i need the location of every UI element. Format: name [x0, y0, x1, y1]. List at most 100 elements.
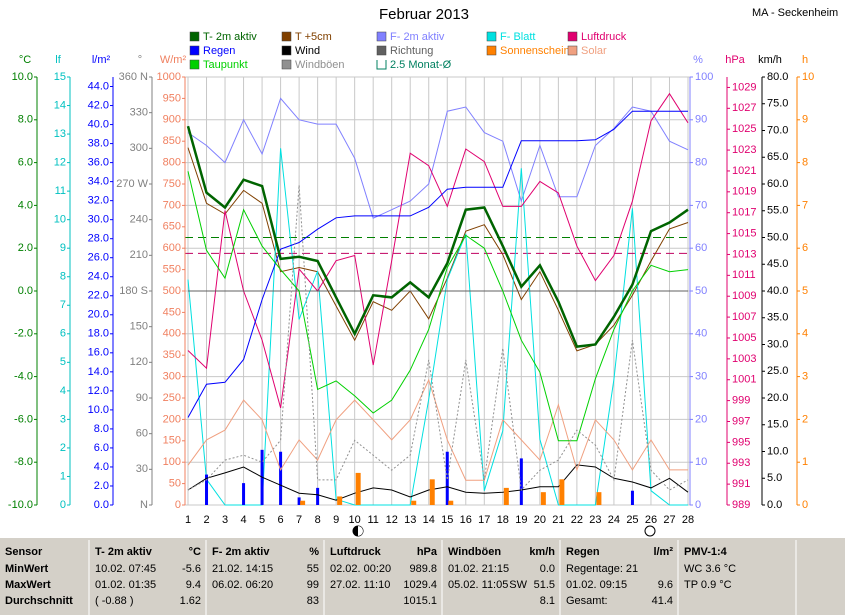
y-tick-label: 10.0	[12, 71, 33, 83]
x-tick-label: 2	[203, 514, 209, 526]
y-tick-label: 90	[136, 392, 148, 404]
y-tick-label: 14.0	[88, 366, 109, 378]
y-tick-label: 20.0	[767, 392, 788, 404]
sunshine-bar	[540, 492, 546, 505]
legend-label: T- 2m aktiv	[203, 31, 257, 43]
y-tick-label: 45.0	[767, 258, 788, 270]
y-tick-label: 60.0	[767, 178, 788, 190]
table-cell: SW	[509, 579, 527, 591]
x-tick-label: 22	[571, 514, 583, 526]
y-tick-label: 0	[802, 499, 808, 511]
y-tick-label: 90	[695, 114, 707, 126]
y-tick-label: 24.0	[88, 271, 109, 283]
y-tick-label: 40.0	[767, 285, 788, 297]
y-tick-label: 18.0	[88, 328, 109, 340]
y-tick-label: 650	[163, 221, 181, 233]
table-cell: 9.6	[658, 579, 673, 591]
plot	[185, 92, 690, 506]
sunshine-bar	[411, 500, 417, 505]
y-tick-label: 2	[60, 442, 66, 454]
table-unit: %	[309, 546, 319, 558]
table-cell: 01.02. 09:15	[566, 579, 627, 591]
y-tick-label: 80	[695, 157, 707, 169]
table-cell: 01.02. 01:35	[95, 579, 156, 591]
y-tick-label: 995	[732, 436, 750, 448]
axis-unit: °C	[19, 54, 31, 66]
sunshine-bar	[596, 492, 602, 505]
y-tick-label: 50	[695, 285, 707, 297]
legend-swatch	[189, 31, 200, 42]
x-tick-label: 27	[663, 514, 675, 526]
series-line	[187, 171, 689, 442]
legend-swatch	[281, 45, 292, 56]
table-cell: 1015.1	[403, 595, 437, 607]
y-tick-label: N	[140, 499, 148, 511]
y-tick-label: 10.0	[88, 404, 109, 416]
rain-bar	[279, 451, 283, 505]
table-header: PMV-1:4	[684, 546, 728, 558]
y-tick-label: 26.0	[88, 252, 109, 264]
y-tick-label: 1011	[732, 269, 756, 281]
legend-swatch	[376, 45, 387, 56]
sunshine-bar	[300, 500, 306, 505]
y-tick-label: 360 N	[119, 71, 148, 83]
table-cell: 9.4	[186, 579, 201, 591]
y-tick-label: 80.0	[767, 71, 788, 83]
table-unit: °C	[189, 546, 201, 558]
x-tick-label: 23	[589, 514, 601, 526]
y-tick-label: 500	[163, 285, 181, 297]
y-tick-label: 350	[163, 349, 181, 361]
x-tick-label: 10	[349, 514, 361, 526]
legend-label: 2.5 Monat-Ø	[390, 59, 452, 71]
table-cell: Durchschnitt	[5, 595, 73, 607]
y-tick-label: 2.0	[94, 480, 109, 492]
axis-unit: W/m²	[160, 54, 187, 66]
y-tick-label: 10	[54, 214, 66, 226]
y-tick-label: 750	[163, 178, 181, 190]
table-cell: ( -0.88 )	[95, 595, 134, 607]
series-line	[187, 464, 689, 501]
table-cell: 27.02. 11:10	[330, 579, 390, 591]
y-tick-label: 997	[732, 415, 750, 427]
full-moon-icon	[644, 525, 656, 537]
y-tick-label: 7	[802, 199, 808, 211]
legend-swatch	[486, 45, 497, 56]
legend-label: F- Blatt	[500, 31, 535, 43]
table-cell: -5.6	[182, 563, 201, 575]
y-tick-label: 1001	[732, 374, 756, 386]
x-tick-label: 5	[259, 514, 265, 526]
y-tick-label: -8.0	[14, 456, 33, 468]
y-tick-label: 1007	[732, 311, 756, 323]
y-tick-label: 10	[695, 456, 707, 468]
y-tick-label: 270 W	[116, 178, 148, 190]
y-tick-label: 240	[130, 214, 148, 226]
table-header: Regen	[566, 546, 600, 558]
rain-bar	[630, 490, 634, 505]
y-tick-label: 30.0	[88, 214, 109, 226]
y-tick-label: -4.0	[14, 371, 33, 383]
x-tick-label: 16	[460, 514, 472, 526]
y-tick-label: 28.0	[88, 233, 109, 245]
rain-bar	[242, 483, 246, 505]
y-tick-label: 1017	[732, 207, 756, 219]
legend-label: Luftdruck	[581, 31, 627, 43]
y-tick-label: 989	[732, 499, 750, 511]
legend-label: Sonnenschein	[500, 45, 570, 57]
y-tick-label: 6	[60, 328, 66, 340]
legend-label: Windböen	[295, 59, 345, 71]
y-tick-label: 1009	[732, 290, 756, 302]
y-tick-label: 450	[163, 306, 181, 318]
y-tick-label: 22.0	[88, 290, 109, 302]
x-tick-label: 28	[682, 514, 694, 526]
sunshine-bar	[559, 479, 565, 505]
x-tick-label: 18	[497, 514, 509, 526]
table-cell: 10.02. 07:45	[95, 563, 156, 575]
x-tick-label: 7	[296, 514, 302, 526]
legend-swatch	[486, 31, 497, 42]
moon-shade	[358, 526, 363, 536]
axes: 1 2 3 4 5 6 7 8 9 10 11 12 13 14 15 16 17 18 19 20 21 22 23 24 2…	[8, 54, 814, 526]
axis-unit: h	[802, 54, 808, 66]
y-tick-label: 1	[60, 470, 66, 482]
y-tick-label: 0.0	[18, 285, 33, 297]
